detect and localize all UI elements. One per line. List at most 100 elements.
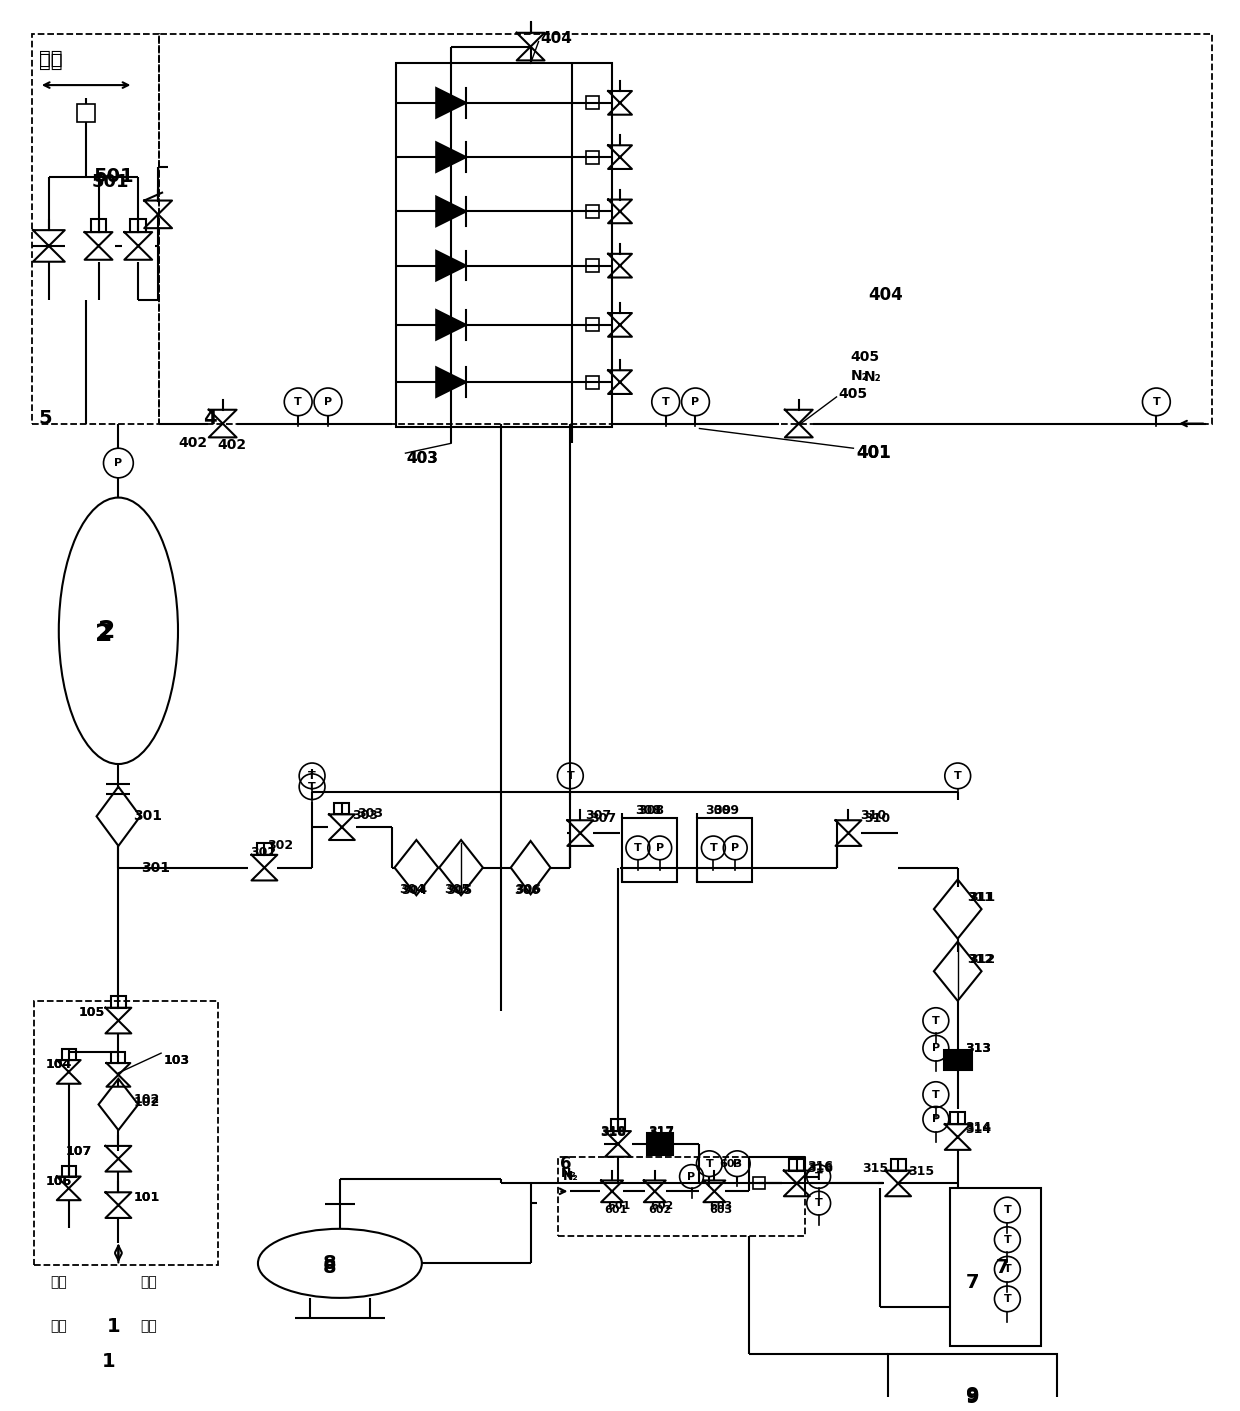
Text: 313: 313 [966, 1041, 992, 1054]
Text: 4: 4 [203, 409, 217, 428]
Text: 101: 101 [133, 1191, 160, 1204]
Text: T: T [815, 1198, 822, 1208]
Text: T: T [309, 770, 316, 780]
Text: 602: 602 [647, 1205, 671, 1215]
Polygon shape [436, 87, 466, 117]
Text: P: P [931, 1043, 940, 1053]
Text: 排空: 排空 [38, 52, 62, 71]
Text: 308: 308 [637, 804, 663, 817]
Bar [944, 1050, 972, 1070]
Bar [585, 96, 599, 109]
Text: T: T [1003, 1264, 1012, 1274]
Text: 105: 105 [78, 1006, 105, 1019]
Text: 310: 310 [864, 811, 890, 825]
Bar [585, 375, 599, 388]
Text: 102: 102 [133, 1096, 160, 1109]
Text: 102: 102 [133, 1094, 160, 1106]
Text: 309: 309 [706, 804, 732, 817]
Bar [890, 1158, 905, 1171]
Text: 泄出: 泄出 [140, 1276, 156, 1290]
Text: T: T [662, 396, 670, 406]
Text: 2: 2 [94, 622, 112, 646]
Polygon shape [436, 310, 466, 340]
Text: 405: 405 [838, 387, 868, 401]
Text: 310: 310 [861, 809, 887, 821]
Text: 309: 309 [713, 804, 739, 817]
Text: 307: 307 [590, 811, 616, 825]
Text: 312: 312 [967, 952, 993, 967]
Polygon shape [436, 196, 466, 226]
Text: T: T [309, 782, 316, 792]
Bar [950, 1112, 965, 1125]
Text: 316: 316 [807, 1163, 833, 1175]
Polygon shape [436, 367, 466, 396]
Text: 315: 315 [862, 1163, 889, 1175]
Text: T: T [294, 396, 303, 406]
Text: 401: 401 [857, 444, 892, 463]
Text: T: T [709, 842, 717, 852]
Text: 泄出: 泄出 [140, 1319, 156, 1333]
Text: 306: 306 [515, 883, 541, 896]
Text: 107: 107 [66, 1146, 92, 1158]
Text: N₂: N₂ [863, 370, 880, 384]
Text: 312: 312 [970, 952, 996, 967]
Text: P: P [687, 1171, 696, 1181]
Text: 318: 318 [600, 1125, 626, 1137]
Text: 104: 104 [46, 1057, 72, 1071]
Text: 9: 9 [966, 1386, 980, 1405]
Bar [77, 104, 94, 121]
Text: 103: 103 [164, 1054, 190, 1067]
Text: T: T [567, 770, 574, 780]
Polygon shape [436, 143, 466, 172]
Bar [396, 63, 613, 426]
Text: P: P [931, 1115, 940, 1125]
Bar [110, 996, 125, 1007]
Text: 301: 301 [133, 810, 162, 823]
Text: 303: 303 [352, 809, 378, 821]
Text: 602: 602 [650, 1201, 673, 1211]
Bar [790, 1158, 805, 1171]
Text: P: P [733, 1158, 742, 1168]
Text: 313: 313 [966, 1041, 992, 1054]
Text: 5: 5 [38, 409, 52, 428]
Text: 1: 1 [107, 1316, 120, 1336]
Text: 301: 301 [141, 861, 170, 875]
Bar [558, 1157, 805, 1236]
Text: 排空: 排空 [38, 49, 62, 68]
Text: 302: 302 [268, 840, 294, 852]
Text: 加注: 加注 [51, 1276, 67, 1290]
Bar [585, 319, 599, 332]
Bar [585, 205, 599, 217]
Text: 104: 104 [46, 1057, 72, 1071]
Text: N₂: N₂ [851, 370, 868, 384]
Text: P: P [324, 396, 332, 406]
Text: T: T [706, 1158, 713, 1168]
Text: 2: 2 [98, 619, 115, 643]
Text: T: T [634, 842, 642, 852]
Bar [112, 1053, 125, 1062]
Text: 106: 106 [46, 1175, 72, 1188]
Text: 401: 401 [857, 444, 892, 463]
Text: 603: 603 [719, 1158, 743, 1168]
Text: 314: 314 [966, 1123, 992, 1136]
Text: P: P [656, 842, 663, 852]
Text: 107: 107 [66, 1146, 92, 1158]
Bar [257, 842, 272, 855]
Text: T: T [815, 1171, 822, 1181]
Text: 403: 403 [407, 450, 438, 466]
Text: P: P [732, 842, 739, 852]
Text: 105: 105 [78, 1006, 105, 1019]
Text: T: T [954, 770, 961, 780]
Text: T: T [932, 1016, 940, 1026]
Text: 316: 316 [807, 1160, 833, 1173]
Text: 404: 404 [541, 31, 573, 47]
Text: 311: 311 [970, 890, 996, 903]
Text: 402: 402 [179, 436, 207, 450]
Text: T: T [932, 1089, 940, 1099]
Text: 315: 315 [908, 1165, 934, 1178]
Text: 317: 317 [647, 1125, 673, 1137]
Text: 501: 501 [93, 168, 134, 186]
Text: 9: 9 [966, 1388, 980, 1407]
Text: N₂: N₂ [563, 1170, 578, 1182]
Bar [130, 219, 146, 233]
